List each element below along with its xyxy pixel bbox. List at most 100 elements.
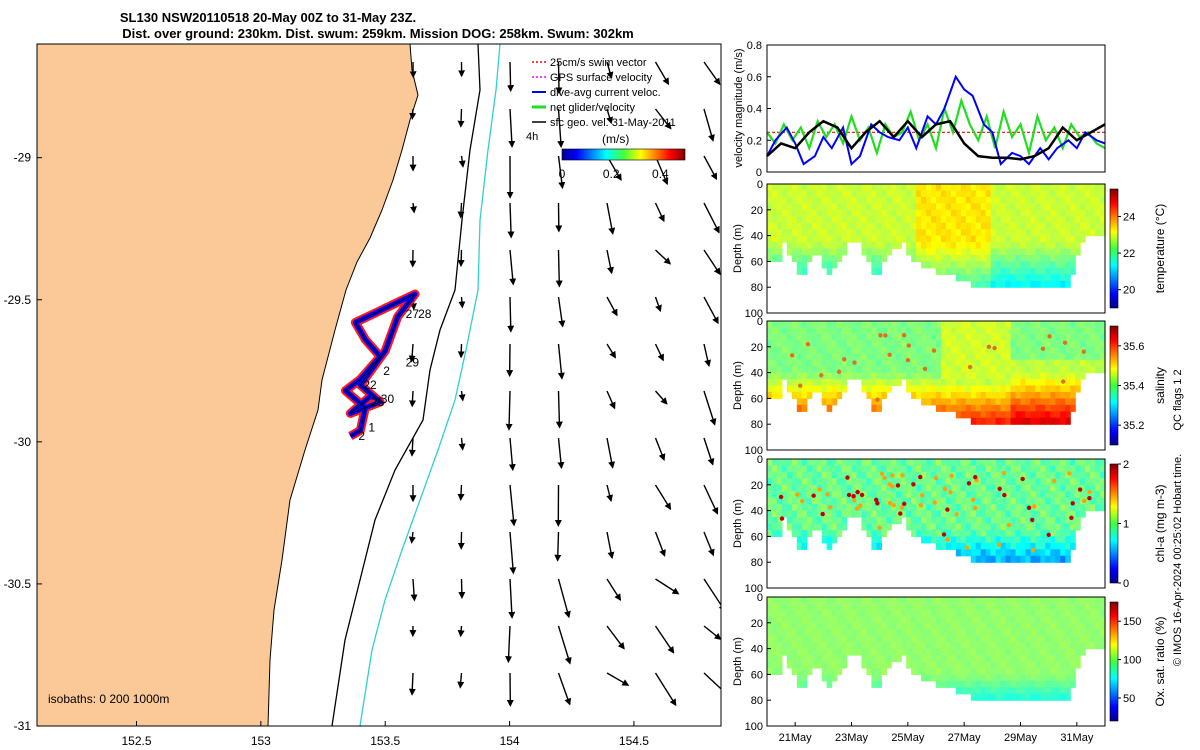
chl-a-cell — [871, 465, 877, 473]
temperature-cell — [1040, 254, 1046, 262]
salinity-cell — [1035, 391, 1041, 399]
oxygen-cell — [906, 642, 912, 650]
salinity-cell — [886, 321, 892, 329]
salinity-cell — [836, 353, 843, 361]
salinity-cell — [916, 391, 922, 399]
salinity-cell — [1040, 379, 1046, 387]
oxygen-cell — [921, 648, 927, 656]
chl-a-cell — [1070, 491, 1076, 499]
salinity-cell — [1000, 417, 1007, 425]
chl-a-cell — [975, 471, 982, 479]
salinity-cell — [821, 346, 828, 354]
chl-a-cell — [806, 459, 813, 467]
oxygen-cell — [995, 597, 1002, 605]
chl-a-cell — [871, 471, 877, 479]
oxygen-cell — [1020, 642, 1027, 650]
temperature-cell — [1070, 248, 1076, 256]
oxygen-cell — [796, 655, 803, 663]
oxygen-cell — [950, 648, 957, 656]
chl-a-cell — [980, 555, 987, 563]
chl-a-cell — [1010, 491, 1017, 499]
temperature-cell — [851, 203, 858, 211]
chl-a-cell — [1015, 517, 1022, 525]
chl-a-cell — [886, 478, 892, 486]
temperature-cell — [1055, 203, 1061, 211]
salinity-cell — [1015, 385, 1022, 393]
salinity-cell — [1025, 379, 1032, 387]
legend-colorbar-ticks: 0 0.2 0.4 — [559, 167, 669, 181]
salinity-cell — [1035, 340, 1041, 348]
chl-a-cell — [1005, 491, 1012, 499]
temperature-cell — [821, 261, 828, 269]
temperature-cell — [786, 216, 793, 224]
salinity-cell — [926, 353, 932, 361]
oxygen-cell — [826, 648, 833, 656]
salinity-cell — [1100, 333, 1106, 341]
chl-a-cell — [1015, 504, 1022, 512]
chl-a-cell — [767, 510, 773, 518]
oxygen-cell — [1070, 616, 1076, 624]
chl-a-cell — [911, 497, 917, 505]
oxygen-cell — [1015, 687, 1022, 695]
oxygen-cell — [940, 629, 947, 637]
temperature-cells — [767, 184, 1106, 288]
salinity-cell — [866, 385, 872, 393]
oxygen-cell — [990, 648, 997, 656]
salinity-cell — [771, 333, 778, 341]
salinity-cell — [1090, 366, 1096, 374]
chl-a-cell — [945, 497, 952, 505]
salinity-cell — [791, 366, 798, 374]
oxygen-cell — [955, 655, 962, 663]
chl-a-cell — [786, 478, 793, 486]
geo-velocity-arrow — [606, 625, 625, 650]
chl-a-cell — [1060, 465, 1066, 473]
oxygen-cell — [771, 642, 778, 650]
temperature-cell — [1090, 222, 1096, 230]
temperature-cell — [1065, 203, 1071, 211]
temperature-cell — [970, 235, 977, 243]
oxygen-cell — [985, 680, 992, 688]
temperature-cell — [821, 196, 828, 204]
oxygen-cell — [995, 642, 1002, 650]
chl-a-sample-dot — [1020, 476, 1025, 482]
temperature-cell — [1045, 184, 1051, 192]
oxygen-cell — [1025, 667, 1032, 675]
salinity-cell — [1040, 417, 1046, 425]
temperature-cell — [965, 190, 972, 198]
chl-a-cell — [811, 471, 818, 479]
chl-a-cell — [1095, 497, 1101, 505]
salinity-cell — [975, 333, 982, 341]
salinity-cell — [1000, 379, 1007, 387]
temperature-cell — [1015, 229, 1022, 237]
temperature-cell — [990, 248, 997, 256]
oxygen-cell — [791, 635, 798, 643]
oxygen-cell — [836, 616, 843, 624]
chl-a-cell — [945, 523, 952, 531]
chl-a-cell — [990, 504, 997, 512]
salinity-cell — [1035, 417, 1041, 425]
chl-a-sample-dot — [1026, 505, 1032, 511]
salinity-cell — [1010, 379, 1017, 387]
chl-a-cell — [846, 484, 853, 492]
chl-a-cell — [781, 478, 788, 486]
temperature-cell — [1095, 190, 1101, 198]
salinity-cell — [911, 321, 917, 329]
temperature-cell — [940, 242, 947, 250]
salinity-sample-dot — [1081, 349, 1086, 354]
temperature-cell — [980, 209, 987, 217]
salinity-cell — [876, 379, 882, 387]
salinity-cell — [940, 359, 947, 367]
oxygen-cell — [975, 667, 982, 675]
chl-a-cell — [816, 517, 823, 525]
oxygen-cell — [1035, 597, 1041, 605]
salinity-cell — [1020, 333, 1027, 341]
temperature-cell — [950, 203, 957, 211]
temperature-cell — [1060, 267, 1066, 275]
temperature-cell — [1000, 203, 1007, 211]
temperature-cell — [886, 229, 892, 237]
salinity-cell — [911, 327, 917, 335]
chl-a-cell — [767, 504, 773, 512]
salinity-cell — [1015, 417, 1022, 425]
geo-velocity-arrow — [457, 625, 465, 638]
oxygen-cell — [1025, 597, 1032, 605]
